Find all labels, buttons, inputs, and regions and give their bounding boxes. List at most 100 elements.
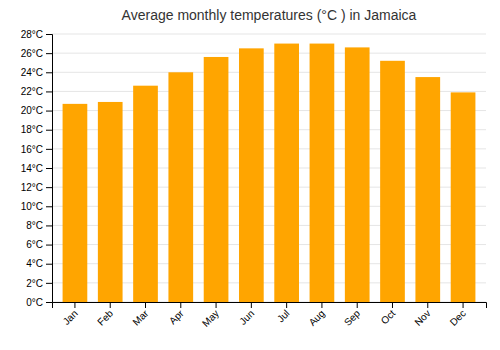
chart-title: Average monthly temperatures (°C ) in Ja… bbox=[122, 7, 417, 23]
y-tick-label: 4°C bbox=[26, 258, 43, 269]
y-tick-mark bbox=[46, 302, 52, 303]
y-tick-mark bbox=[46, 53, 52, 54]
bar bbox=[133, 86, 158, 302]
bar bbox=[345, 47, 370, 302]
x-tick-mark bbox=[216, 302, 217, 308]
chart-svg: Jan Feb Mar Apr May Jun Jul Aug Sep Oct Nov Dec 0°C 2… bbox=[0, 0, 500, 350]
y-tick-label: 28°C bbox=[21, 29, 43, 40]
y-tick: 8°C bbox=[26, 220, 52, 231]
y-tick-label: 8°C bbox=[26, 220, 43, 231]
y-tick-label: 26°C bbox=[21, 48, 43, 59]
y-axis: 0°C 2°C 4°C 6°C 8°C 10°C 12°C 14°C 16°C 18°C 20°C 2… bbox=[21, 29, 53, 308]
x-tick-mark bbox=[321, 302, 322, 308]
x-tick: Oct bbox=[379, 302, 398, 326]
bar bbox=[274, 44, 299, 302]
bar bbox=[451, 92, 476, 302]
y-tick-label: 18°C bbox=[21, 124, 43, 135]
y-tick: 22°C bbox=[21, 86, 52, 97]
bar bbox=[380, 61, 405, 302]
bar bbox=[98, 102, 123, 302]
y-tick-label: 10°C bbox=[21, 201, 43, 212]
x-tick-label: Dec bbox=[448, 308, 468, 328]
x-tick-mark bbox=[392, 302, 393, 308]
grid bbox=[52, 34, 486, 302]
y-tick-mark bbox=[46, 245, 52, 246]
y-tick: 18°C bbox=[21, 124, 52, 135]
x-tick: Apr bbox=[167, 302, 186, 326]
y-tick-mark bbox=[46, 72, 52, 73]
x-tick-label: Jun bbox=[237, 308, 256, 327]
x-tick-mark bbox=[145, 302, 146, 308]
x-tick-mark bbox=[180, 302, 181, 308]
y-tick: 2°C bbox=[26, 278, 52, 289]
grid-line bbox=[52, 34, 486, 35]
y-axis-line bbox=[46, 35, 53, 303]
grid-line bbox=[52, 72, 486, 73]
bar bbox=[204, 57, 229, 302]
x-tick-label: Nov bbox=[412, 308, 432, 328]
y-tick-label: 16°C bbox=[21, 144, 43, 155]
y-tick: 20°C bbox=[21, 105, 52, 116]
y-tick-mark bbox=[46, 187, 52, 188]
y-tick-label: 0°C bbox=[26, 297, 43, 308]
x-tick-mark bbox=[427, 302, 428, 308]
x-tick-label: Aug bbox=[307, 308, 327, 328]
y-tick: 14°C bbox=[21, 163, 52, 174]
y-tick: 6°C bbox=[26, 239, 52, 250]
y-tick-mark bbox=[46, 34, 52, 35]
x-tick: Sep bbox=[342, 302, 363, 328]
bar bbox=[168, 72, 193, 302]
x-tick: Nov bbox=[412, 302, 432, 328]
x-tick-label: Apr bbox=[167, 307, 186, 326]
y-tick: 28°C bbox=[21, 29, 52, 40]
y-tick-label: 24°C bbox=[21, 67, 43, 78]
y-tick: 24°C bbox=[21, 67, 52, 78]
x-tick: Mar bbox=[130, 302, 150, 328]
y-tick-label: 20°C bbox=[21, 105, 43, 116]
chart-container: Jan Feb Mar Apr May Jun Jul Aug Sep Oct Nov Dec 0°C 2… bbox=[0, 0, 500, 350]
y-tick-label: 14°C bbox=[21, 163, 43, 174]
bar bbox=[310, 44, 335, 302]
x-tick-mark bbox=[357, 302, 358, 308]
y-tick: 26°C bbox=[21, 48, 52, 59]
y-tick-label: 6°C bbox=[26, 239, 43, 250]
x-tick: May bbox=[200, 302, 221, 329]
y-tick-mark bbox=[46, 168, 52, 169]
y-tick-mark bbox=[46, 91, 52, 92]
x-tick-label: Sep bbox=[342, 307, 363, 328]
bar bbox=[63, 104, 88, 302]
x-tick-label: Jul bbox=[275, 308, 292, 325]
x-tick-mark bbox=[286, 302, 287, 308]
x-tick: Dec bbox=[448, 302, 468, 328]
y-tick-label: 2°C bbox=[26, 278, 43, 289]
x-tick: Jan bbox=[61, 302, 80, 327]
bar bbox=[239, 48, 264, 302]
y-tick: 16°C bbox=[21, 144, 52, 155]
y-tick-mark bbox=[46, 206, 52, 207]
x-tick-label: Mar bbox=[130, 307, 150, 327]
x-tick-mark bbox=[74, 302, 75, 308]
y-tick: 4°C bbox=[26, 258, 52, 269]
y-tick-mark bbox=[46, 225, 52, 226]
y-tick-mark bbox=[46, 130, 52, 131]
y-tick-mark bbox=[46, 149, 52, 150]
x-tick-mark bbox=[463, 302, 464, 308]
y-tick: 0°C bbox=[26, 297, 52, 308]
x-tick-label: May bbox=[200, 308, 221, 329]
y-tick-mark bbox=[46, 283, 52, 284]
x-axis-line bbox=[53, 303, 487, 309]
x-tick-label: Oct bbox=[379, 308, 398, 327]
x-tick: Jun bbox=[237, 302, 256, 327]
bar bbox=[415, 77, 440, 302]
y-tick-label: 12°C bbox=[21, 182, 43, 193]
plot-area bbox=[63, 44, 476, 302]
x-tick: Jul bbox=[275, 302, 292, 324]
x-tick-mark bbox=[251, 302, 252, 308]
x-tick: Feb bbox=[95, 302, 115, 328]
x-tick: Aug bbox=[307, 302, 327, 328]
x-tick-mark bbox=[110, 302, 111, 308]
x-tick-label: Feb bbox=[95, 307, 115, 327]
x-tick-label: Jan bbox=[61, 308, 80, 327]
y-tick-mark bbox=[46, 264, 52, 265]
grid-line bbox=[52, 53, 486, 54]
